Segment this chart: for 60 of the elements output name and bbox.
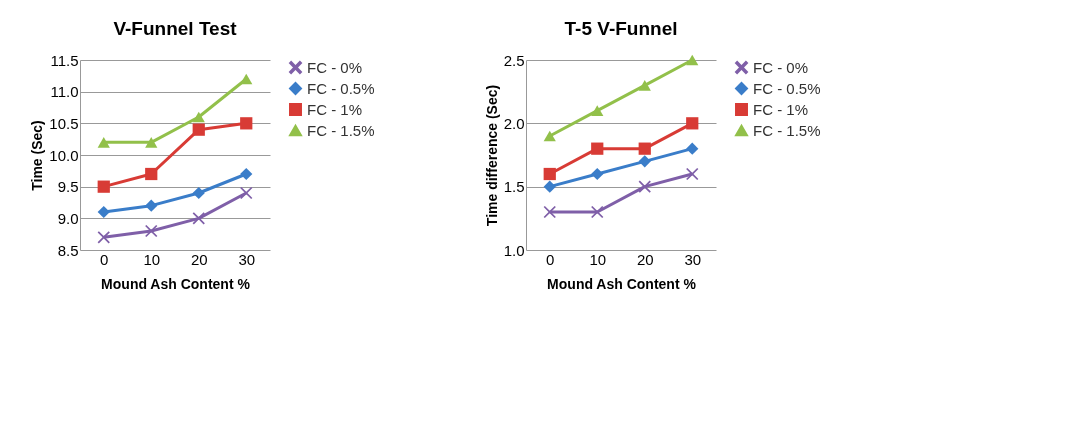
x-tick-label: 0	[100, 250, 109, 268]
y-tick-label: 9.5	[57, 178, 79, 196]
point	[638, 142, 651, 155]
x-axis-title: Mound Ash Content %	[101, 275, 251, 292]
point	[591, 105, 604, 116]
y-tick-label: 1.0	[503, 241, 525, 259]
point	[97, 180, 110, 193]
point	[192, 111, 205, 123]
legend-label: FC - 1.5%	[753, 121, 821, 139]
y-tick-label: 9.0	[57, 209, 79, 227]
point	[543, 167, 556, 181]
y-tick-label: 8.5	[57, 241, 79, 259]
legend-label: FC - 0.5%	[307, 79, 375, 97]
y-tick-label: 11.0	[50, 83, 79, 101]
y-axis-title: Time difference (Sec)	[483, 84, 500, 227]
legend-label: FC - 0.5%	[753, 79, 821, 97]
legend-label: FC - 1%	[307, 100, 363, 118]
legend-label: FC - 1%	[753, 100, 809, 118]
point	[638, 180, 651, 193]
y-tick-label: 1.5	[503, 178, 525, 196]
chart-title: V-Funnel Test	[113, 18, 238, 39]
point	[638, 155, 651, 168]
y-tick-label: 10.5	[49, 114, 79, 132]
y-tick-label: 11.5	[50, 51, 79, 69]
point	[686, 54, 699, 66]
point	[638, 80, 651, 91]
x-tick-label: 30	[238, 250, 256, 268]
x-tick-label: 10	[143, 250, 161, 268]
point	[97, 137, 110, 148]
point	[145, 199, 158, 212]
x-tick-label: 20	[636, 250, 654, 268]
point	[543, 130, 556, 142]
y-tick-label: 2.0	[503, 114, 525, 132]
point	[591, 167, 604, 181]
point	[686, 142, 699, 155]
point	[686, 117, 699, 130]
y-tick-label: 10.0	[49, 146, 79, 164]
point	[145, 137, 158, 148]
point	[543, 180, 556, 193]
legend-label: FC - 0%	[753, 58, 809, 76]
x-tick-label: 20	[190, 250, 208, 268]
point	[145, 167, 158, 181]
legend-label: FC - 0%	[307, 58, 363, 76]
chart-title: T-5 V-Funnel	[564, 18, 678, 39]
legend-label: FC - 1.5%	[307, 121, 375, 139]
point	[192, 186, 205, 200]
point	[192, 123, 205, 136]
point	[192, 212, 205, 225]
point	[240, 117, 253, 130]
y-axis-title: Time (Sec)	[29, 120, 46, 191]
point	[591, 142, 604, 155]
point	[97, 205, 110, 219]
x-tick-label: 0	[546, 250, 555, 268]
x-axis-title: Mound Ash Content %	[547, 275, 697, 292]
point	[240, 167, 253, 181]
y-tick-label: 2.5	[503, 51, 525, 69]
x-tick-label: 30	[684, 250, 702, 268]
point	[240, 73, 253, 85]
x-tick-label: 10	[589, 250, 607, 268]
point	[97, 231, 110, 244]
